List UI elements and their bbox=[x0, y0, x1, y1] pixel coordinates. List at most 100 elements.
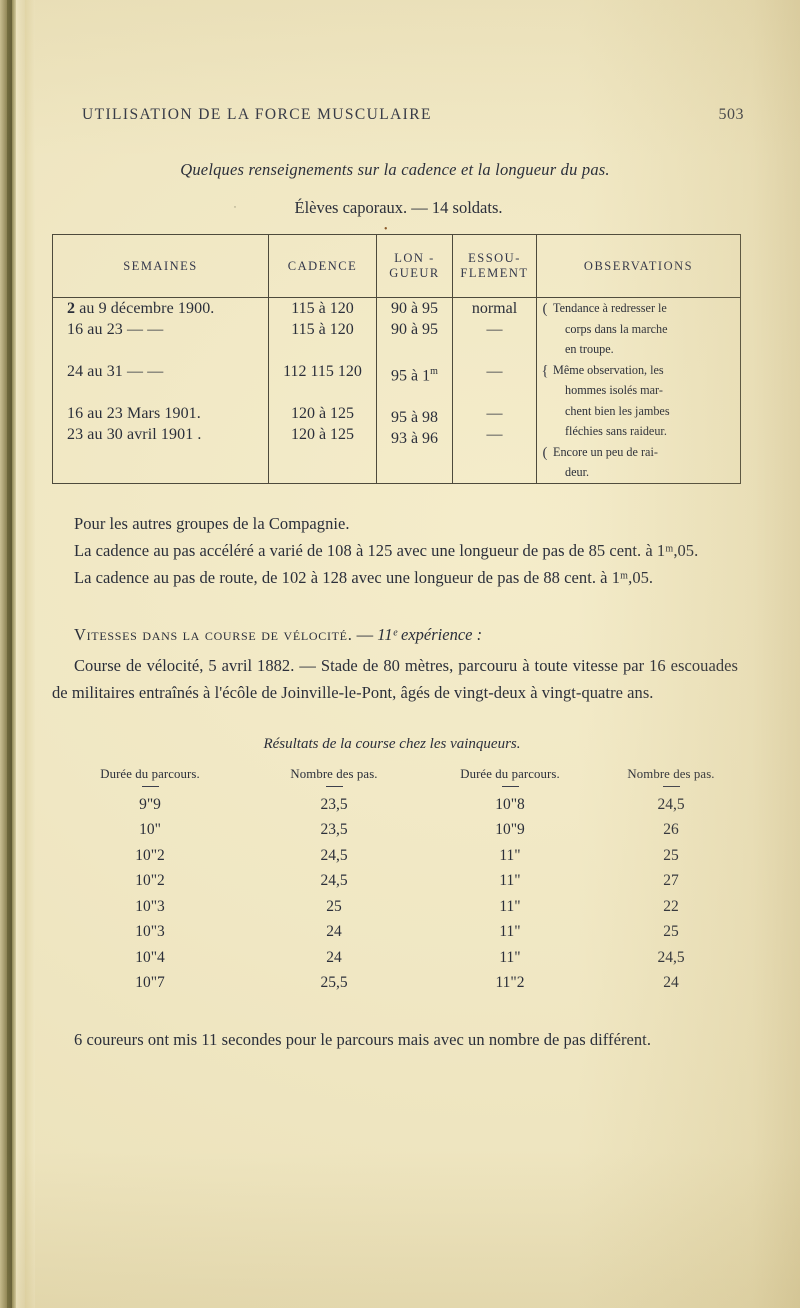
results-body-row: 9"9 10" 10"2 10"2 10"3 10"3 10"4 10"7 23… bbox=[52, 792, 742, 996]
table-row: 24,5 bbox=[657, 948, 685, 966]
table-row: 10"2 bbox=[135, 846, 165, 864]
observation-line: Encore un peu de rai- bbox=[553, 444, 658, 459]
experiment-heading: Vitesses dans la course de vélocité. — 1… bbox=[52, 621, 752, 648]
list-item: 90 à 95 bbox=[390, 321, 439, 338]
results-header-row: Durée du parcours. Nombre des pas. Durée… bbox=[52, 767, 742, 782]
cell-semaines: 2 au 9 décembre 1900. 16 au 23 — — 24 au… bbox=[53, 298, 269, 484]
cadence-list: 115 à 120 115 à 120 112 115 120 120 à 12… bbox=[269, 298, 376, 445]
table-row: 24 bbox=[326, 923, 342, 940]
header-longueur-line2: GUEUR bbox=[389, 266, 440, 280]
cadence-ledger-table: SEMAINES CADENCE LON - GUEUR ESSOU- FLEM… bbox=[52, 234, 741, 484]
paragraph-block-1: Pour les autres groupes de la Compagnie.… bbox=[52, 510, 752, 591]
closing-block: 6 coureurs ont mis 11 secondes pour le p… bbox=[52, 1026, 752, 1053]
table-row: 10"7 bbox=[135, 974, 165, 991]
table-row: 11" bbox=[499, 846, 521, 864]
list-item: 115 à 120 bbox=[291, 321, 354, 338]
table-row: 24,5 bbox=[320, 872, 348, 889]
longueur-unit: m bbox=[430, 366, 438, 377]
course-paragraph: Course de vélocité, 5 avril 1882. — Stad… bbox=[52, 655, 738, 702]
list-item: 90 à 95 bbox=[390, 300, 439, 317]
list-item: — bbox=[486, 426, 503, 443]
header-rule bbox=[248, 782, 420, 792]
observation-text: Tendance à redresser le corps dans la ma… bbox=[553, 298, 740, 360]
observation-line: Même observation, les bbox=[553, 362, 664, 377]
table-row: 23,5 bbox=[320, 795, 348, 813]
semaines-list: 2 au 9 décembre 1900. 16 au 23 — — 24 au… bbox=[53, 298, 268, 445]
header-essoufflement: ESSOU- FLEMENT bbox=[452, 234, 537, 298]
observation-line: chent bien les jambes bbox=[565, 403, 670, 418]
header-essoufflement-line2: FLEMENT bbox=[460, 266, 529, 280]
results-header-cell: Nombre des pas. bbox=[627, 766, 715, 781]
observation-line: hommes isolés mar- bbox=[565, 383, 663, 397]
list-item: 2 au 9 décembre 1900. bbox=[67, 300, 215, 317]
table-row: 10" bbox=[139, 821, 161, 838]
observation-line: fléchies sans raideur. bbox=[565, 424, 667, 438]
list-spacer bbox=[453, 382, 536, 403]
page-content: UTILISATION DE LA FORCE MUSCULAIRE 503 Q… bbox=[52, 0, 752, 1308]
ledger-header-row: SEMAINES CADENCE LON - GUEUR ESSOU- FLEM… bbox=[52, 234, 741, 298]
list-item: 16 au 23 Mars 1901. bbox=[67, 405, 201, 422]
essoufflement-list: normal — — — — bbox=[453, 298, 536, 445]
table-row: 24 bbox=[326, 948, 342, 966]
running-head-title: UTILISATION DE LA FORCE MUSCULAIRE bbox=[82, 106, 432, 123]
observation-group: ( Tendance à redresser le corps dans la … bbox=[537, 298, 740, 360]
table-row: 25 bbox=[663, 923, 679, 940]
results-col-pas-2: 24,5 26 25 27 22 25 24,5 24 bbox=[600, 792, 742, 996]
results-col-duree-2: 10"8 10"9 11" 11" 11" 11" 11" 11"2 bbox=[420, 792, 600, 996]
list-spacer bbox=[377, 386, 452, 407]
table-row: 25 bbox=[663, 846, 679, 864]
results-col-pas-1: 23,5 23,5 24,5 24,5 25 24 24 25,5 bbox=[248, 792, 420, 996]
table-row: 27 bbox=[663, 872, 679, 889]
longueur-3-value: 95 à 1 bbox=[391, 367, 431, 385]
header-cadence: CADENCE bbox=[268, 234, 377, 298]
header-longueur: LON - GUEUR bbox=[376, 234, 453, 298]
list-item: 16 au 23 — — bbox=[67, 321, 164, 338]
list-item: 24 au 31 — — bbox=[67, 363, 164, 380]
results-header-cell: Nombre des pas. bbox=[290, 766, 378, 781]
experiment-heading-italic: 11ᵉ expérience : bbox=[377, 624, 483, 644]
results-header-cell: Durée du parcours. bbox=[460, 766, 560, 781]
table-row: 11" bbox=[499, 872, 521, 889]
table-row: 25 bbox=[326, 897, 342, 915]
longueur-list: 90 à 95 90 à 95 95 à 1m 95 à 98 93 à 96 bbox=[377, 298, 452, 449]
list-item: 95 à 98 bbox=[390, 409, 439, 427]
table-row: 10"9 bbox=[495, 821, 525, 838]
table-row: 10"3 bbox=[135, 897, 165, 915]
list-spacer bbox=[377, 340, 452, 361]
header-rule bbox=[52, 782, 248, 792]
brace-glyph: ( bbox=[542, 444, 548, 461]
table-row: 11" bbox=[499, 897, 521, 915]
observation-group: { Même observation, les hommes isolés ma… bbox=[537, 360, 740, 442]
paragraph: Pour les autres groupes de la Compagnie. bbox=[74, 513, 350, 533]
header-rule bbox=[600, 782, 742, 792]
table-row: 24 bbox=[663, 974, 679, 991]
list-item: 120 à 125 bbox=[290, 405, 355, 422]
list-item: 95 à 1m bbox=[377, 361, 452, 386]
list-item: 93 à 96 bbox=[390, 430, 439, 448]
list-item: 120 à 125 bbox=[290, 426, 355, 443]
table-row: 11" bbox=[499, 923, 521, 940]
table-row: 24,5 bbox=[320, 846, 348, 864]
results-col-duree-1: 9"9 10" 10"2 10"2 10"3 10"3 10"4 10"7 bbox=[52, 792, 248, 996]
subject-line: · Élèves caporaux. — 14 soldats. bbox=[52, 198, 752, 218]
list-item: — bbox=[486, 405, 503, 422]
observation-text: Encore un peu de rai- deur. bbox=[553, 442, 740, 483]
section-caption: Quelques renseignements sur la cadence e… bbox=[180, 160, 610, 179]
paragraph: La cadence au pas de route, de 102 à 128… bbox=[74, 567, 654, 587]
table-row: 9"9 bbox=[139, 795, 161, 813]
brace-glyph: ( bbox=[542, 301, 548, 317]
observation-line: Tendance à redresser le bbox=[553, 301, 667, 315]
table-row: 23,5 bbox=[320, 821, 348, 838]
table-row: 24,5 bbox=[657, 795, 685, 813]
header-observations: OBSERVATIONS bbox=[536, 234, 741, 298]
list-spacer bbox=[453, 340, 536, 361]
experiment-heading-smallcaps: Vitesses dans la course de vélocité. bbox=[74, 624, 353, 644]
page-number: 503 bbox=[718, 106, 744, 123]
results-rule-row bbox=[52, 782, 742, 792]
results-table: Durée du parcours. Nombre des pas. Durée… bbox=[52, 767, 742, 996]
semaines-0-rest: au 9 décembre 1900. bbox=[75, 300, 215, 317]
list-spacer bbox=[67, 340, 268, 361]
observation-line: deur. bbox=[565, 465, 590, 479]
table-row: 25,5 bbox=[320, 974, 348, 991]
